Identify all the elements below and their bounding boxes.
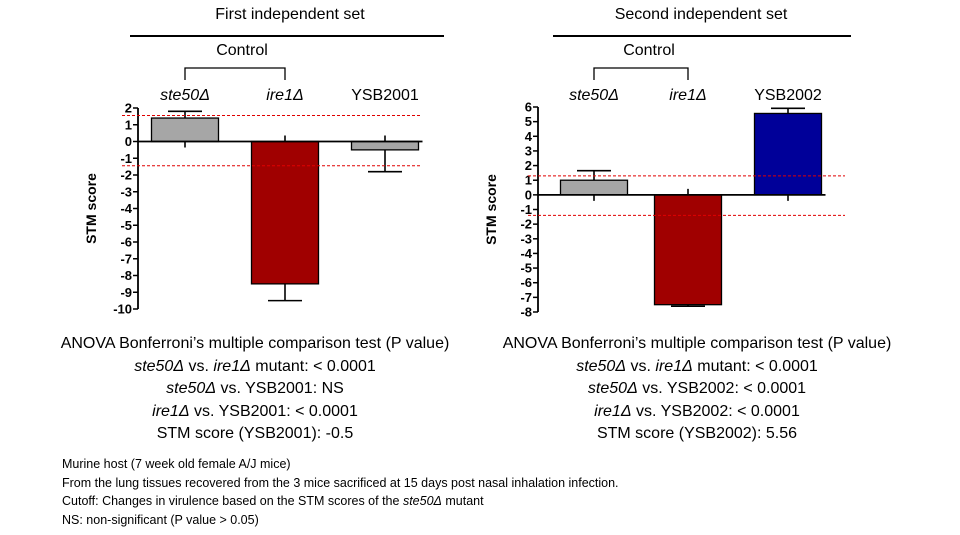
footnote-cutoff: Cutoff: Changes in virulence based on th… xyxy=(62,494,484,508)
control-label-1: Control xyxy=(216,42,268,59)
c2-y-tick-label: -6 xyxy=(520,275,532,290)
c2-y-tick-label: -8 xyxy=(520,305,532,320)
c1-y-tick-label: 1 xyxy=(125,117,132,132)
stats-line-1-1: ste50Δ vs. ire1Δ mutant: < 0.0001 xyxy=(134,357,376,375)
stats-line-2-3: ire1Δ vs. YSB2002: < 0.0001 xyxy=(594,402,800,420)
c2-y-tick-label: -1 xyxy=(520,202,532,217)
set-title-underline-2 xyxy=(553,35,851,37)
c1-y-tick-label: 0 xyxy=(125,134,132,149)
bar-chart-2: ste50Δ ire1Δ YSB2002 6543210-1-2-3-4-5-6-7-… xyxy=(483,67,845,320)
stats-panel-1: ANOVA Bonferroni’s multiple comparison t… xyxy=(20,333,490,446)
footnotes: Murine host (7 week old female A/J mice)… xyxy=(62,455,619,529)
c2-y-axis-label: STM score xyxy=(483,174,499,245)
stats-line-2-2: ste50Δ vs. YSB2002: < 0.0001 xyxy=(587,380,807,397)
stats-heading-2: ANOVA Bonferroni’s multiple comparison t… xyxy=(502,335,892,352)
control-label-2: Control xyxy=(623,42,675,59)
c2-y-tick-label: -2 xyxy=(520,217,532,232)
stats-panel-2: ANOVA Bonferroni’s multiple comparison t… xyxy=(462,333,932,446)
c2-y-tick-label: -4 xyxy=(520,246,532,261)
c2-bar-1 xyxy=(559,179,629,196)
c2-y-tick-label: -3 xyxy=(520,231,532,246)
c1-y-tick-label: -7 xyxy=(120,251,132,266)
c2-y-tick-label: 6 xyxy=(525,100,532,115)
c2-y-tick-label: -7 xyxy=(520,290,532,305)
c1-y-tick-label: -8 xyxy=(120,268,132,283)
c2-y-tick-label: 1 xyxy=(525,173,532,188)
c1-y-tick-label: 2 xyxy=(125,101,132,116)
footnote-tissue: From the lung tissues recovered from the… xyxy=(62,475,619,490)
stats-line-1-4: STM score (YSB2001): -0.5 xyxy=(156,425,354,442)
stats-line-2-4: STM score (YSB2002): 5.56 xyxy=(596,425,798,442)
stats-heading-1: ANOVA Bonferroni’s multiple comparison t… xyxy=(60,335,450,352)
c2-y-tick-label: 0 xyxy=(525,187,532,202)
c2-bar-2 xyxy=(653,194,723,306)
c1-bar-1 xyxy=(150,117,220,143)
footnote-ns: NS: non-significant (P value > 0.05) xyxy=(62,512,259,527)
c2-category-label-2: ire1Δ xyxy=(669,87,706,104)
c1-bar-3 xyxy=(350,140,420,151)
c1-y-tick-label: -9 xyxy=(120,285,132,300)
c2-y-tick-label: -5 xyxy=(520,261,532,276)
c1-category-label-1: ste50Δ xyxy=(160,87,210,104)
c1-category-label-3: YSB2001 xyxy=(351,87,419,104)
stats-line-1-2: ste50Δ vs. YSB2001: NS xyxy=(166,380,344,397)
c1-y-tick-label: -6 xyxy=(120,235,132,250)
c1-y-tick-label: -4 xyxy=(120,201,132,216)
stats-line-2-1: ste50Δ vs. ire1Δ mutant: < 0.0001 xyxy=(576,357,818,375)
c2-y-tick-label: 5 xyxy=(525,114,532,129)
c2-control-bracket xyxy=(593,67,689,80)
c1-category-label-2: ire1Δ xyxy=(266,87,303,104)
footnote-host: Murine host (7 week old female A/J mice) xyxy=(62,457,291,471)
c1-y-tick-label: -10 xyxy=(113,302,132,317)
c2-category-label-3: YSB2002 xyxy=(754,87,822,104)
set-title-2: Second independent set xyxy=(614,6,788,23)
c1-y-tick-label: -3 xyxy=(120,184,132,199)
set-title-1: First independent set xyxy=(215,6,365,23)
stats-line-1-3: ire1Δ vs. YSB2001: < 0.0001 xyxy=(152,402,358,420)
c1-y-tick-label: -1 xyxy=(120,151,132,166)
c2-y-tick-label: 4 xyxy=(525,129,533,144)
c1-y-tick-label: -2 xyxy=(120,168,132,183)
c1-y-tick-label: -5 xyxy=(120,218,132,233)
c2-bar-3 xyxy=(753,112,823,196)
c1-bar-2 xyxy=(250,140,320,285)
c2-y-tick-label: 2 xyxy=(525,158,532,173)
c1-y-axis-label: STM score xyxy=(83,173,99,244)
c1-control-bracket xyxy=(184,67,286,80)
c2-category-label-1: ste50Δ xyxy=(569,87,619,104)
set-title-underline-1 xyxy=(130,35,444,37)
c2-y-tick-label: 3 xyxy=(525,143,532,158)
bar-chart-1: ste50Δ ire1Δ YSB2001 21 0 -1 -2-3 -4 -5 -6-7 -8 -9 -… xyxy=(83,67,423,317)
